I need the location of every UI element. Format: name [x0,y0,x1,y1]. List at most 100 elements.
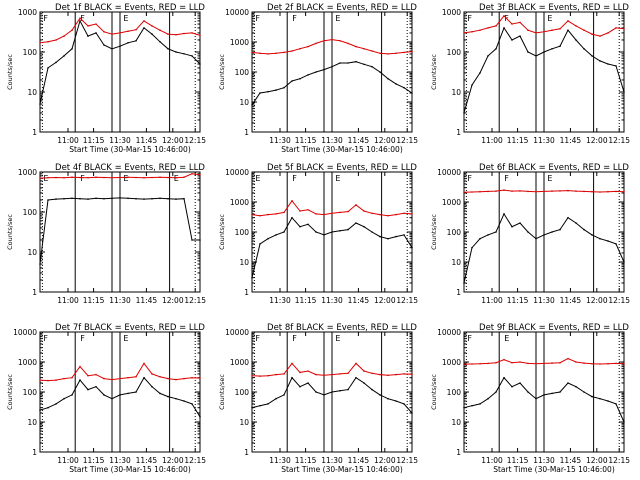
data-point [143,20,145,22]
data-point [183,32,185,35]
data-point [519,222,521,224]
data-point [95,373,97,376]
data-point [299,77,301,80]
data-point [259,243,261,245]
data-point [259,92,261,94]
data-point [251,374,253,377]
data-point [39,103,41,105]
data-point [511,361,513,364]
data-point [479,363,481,365]
data-point [323,213,325,216]
marker-label: F [467,334,472,343]
data-point [79,365,81,368]
data-point [71,176,73,178]
x-tick-label: 11:15 [507,296,529,305]
data-point [251,213,253,216]
data-point [103,44,105,46]
data-point [183,400,185,402]
data-point [283,211,285,214]
data-point [623,28,625,30]
x-tick-label: 11:15 [83,136,105,145]
marker-label: E [547,14,552,23]
data-point [339,230,341,232]
marker-label: F [504,174,509,183]
y-tick-label: 10000 [225,168,249,177]
data-point [275,89,277,91]
data-point [559,190,561,192]
data-point [159,376,161,378]
data-point [527,391,529,393]
data-point [307,382,309,384]
data-point [347,388,349,391]
data-point [191,376,193,379]
data-point [79,197,81,200]
data-point [175,198,177,200]
data-point [251,406,253,409]
data-point [111,33,113,35]
x-tick-label: 12:15 [608,296,630,305]
data-point [363,370,365,372]
data-point [527,190,529,193]
data-point [167,395,169,398]
data-point [599,237,601,240]
y-tick-label: 1 [32,448,37,457]
data-point [519,35,521,37]
plot-panel-3: Det 3f BLACK = Events, RED = LLD 1 10 100 10… [430,3,630,145]
data-point [103,31,105,33]
data-point [495,231,497,233]
data-point [103,197,105,200]
y-tick-label: 1 [456,288,461,297]
data-point [535,397,537,400]
data-point [111,197,113,200]
data-point [583,362,585,364]
data-point [47,176,49,179]
data-point [119,377,121,380]
data-point [599,397,601,400]
data-point [347,42,349,45]
data-point [623,421,625,423]
data-point [559,361,561,364]
data-point [291,216,293,219]
data-point [323,394,325,396]
data-point [331,373,333,376]
marker-label: E [43,174,48,183]
data-point [135,197,137,200]
data-point [543,51,545,53]
data-point [167,377,169,380]
data-point [615,65,617,67]
y-tick-label: 10 [239,418,249,427]
data-point [583,29,585,32]
data-point [323,234,325,236]
data-point [199,377,201,379]
x-tick-label: 11:45 [560,296,582,305]
y-tick-label: 10 [239,98,249,107]
data-point [479,403,481,405]
data-point [567,382,569,384]
data-point [167,48,169,50]
data-point [355,222,357,224]
data-point [511,39,513,41]
data-point [55,61,57,64]
data-point [387,53,389,55]
data-point [275,373,277,376]
data-point [175,51,177,53]
y-tick-label: 1 [244,288,249,297]
data-point [395,52,397,55]
data-point [331,391,333,393]
data-point [519,361,521,363]
data-point [567,216,569,219]
data-point [87,198,89,200]
data-point [371,50,373,52]
data-point [591,190,593,193]
x-axis-label: Start Time (30-Mar-15 10:46:00) [493,465,615,474]
data-point [315,213,317,215]
data-point [575,25,577,27]
marker-label: F [43,334,48,343]
data-point [151,373,153,375]
data-point [291,362,293,365]
plot-title: Det 6f BLACK = Events, RED = LLD [479,163,629,173]
data-point [291,376,293,379]
marker-label: E [335,174,340,183]
plot-panel-1: Det 1f BLACK = Events, RED = LLD 1 10 100 10… [6,3,206,154]
x-tick-label: 11:30 [269,136,291,145]
